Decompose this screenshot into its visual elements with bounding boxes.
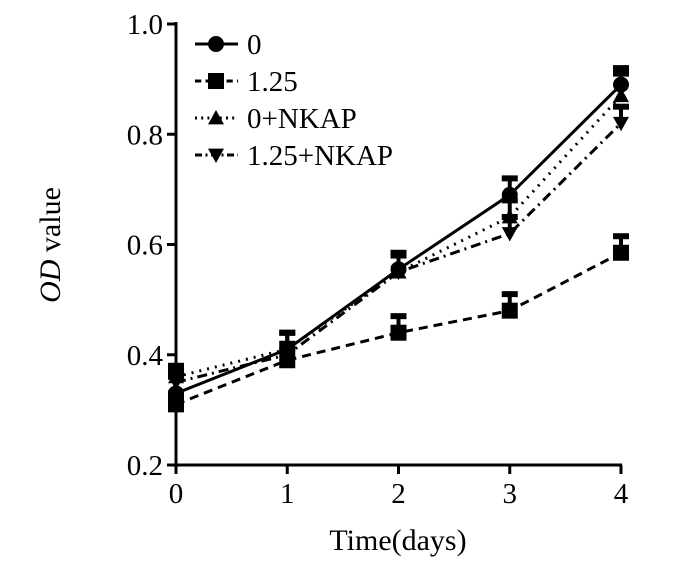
y-tick-label: 0.8 (127, 119, 163, 151)
x-tick-label: 1 (280, 478, 295, 510)
y-tick-label: 1.0 (127, 9, 163, 41)
marker-square (613, 244, 629, 261)
legend-label: 1.25+NKAP (247, 140, 393, 172)
marker-triangle-down (613, 116, 629, 132)
y-tick-label: 0.6 (127, 230, 163, 262)
legend-item: 1.25+NKAP (195, 140, 393, 172)
marker-triangle-down (390, 265, 407, 281)
series-line (175, 251, 622, 406)
y-axis-label-rest: value (34, 187, 67, 259)
y-axis-label-italic: OD (34, 259, 67, 303)
series-group (168, 65, 629, 413)
legend-label: 0+NKAP (247, 103, 357, 135)
marker-triangle-down (279, 348, 296, 363)
x-axis-label: Time(days) (329, 524, 466, 557)
series-line (175, 122, 623, 384)
legend-item: 1.25 (195, 66, 298, 98)
x-tick-label: 3 (503, 478, 518, 510)
y-axis-label: OD value (34, 187, 67, 303)
marker-circle (208, 36, 224, 52)
axes: 0.2 0.4 0.6 0.8 1.0 0 1 2 3 4 (127, 9, 629, 510)
series-line (175, 83, 623, 395)
marker-triangle-up (208, 110, 224, 125)
legend-item: 0+NKAP (195, 103, 357, 135)
x-tick-label: 0 (169, 478, 184, 510)
marker-square (501, 302, 518, 319)
marker-triangle-down (208, 148, 224, 163)
series-1-25 (168, 233, 629, 413)
x-tick-label: 2 (391, 478, 406, 510)
series-1-25-nkap (168, 103, 629, 391)
marker-triangle-down (501, 227, 518, 242)
y-tick-label: 0.4 (127, 340, 164, 372)
marker-triangle-up (613, 87, 629, 103)
x-tick-label: 4 (614, 478, 629, 510)
y-tick-label: 0.2 (127, 450, 163, 482)
legend-label: 1.25 (247, 66, 298, 98)
marker-square (208, 73, 224, 89)
legend: 0 1.25 0+NKAP 1.25+NKAP (195, 29, 393, 172)
marker-square (390, 324, 407, 341)
legend-label: 0 (247, 29, 262, 61)
marker-square (168, 396, 184, 413)
marker-triangle-down (168, 375, 184, 391)
legend-item: 0 (195, 29, 262, 61)
series-0 (168, 65, 629, 402)
